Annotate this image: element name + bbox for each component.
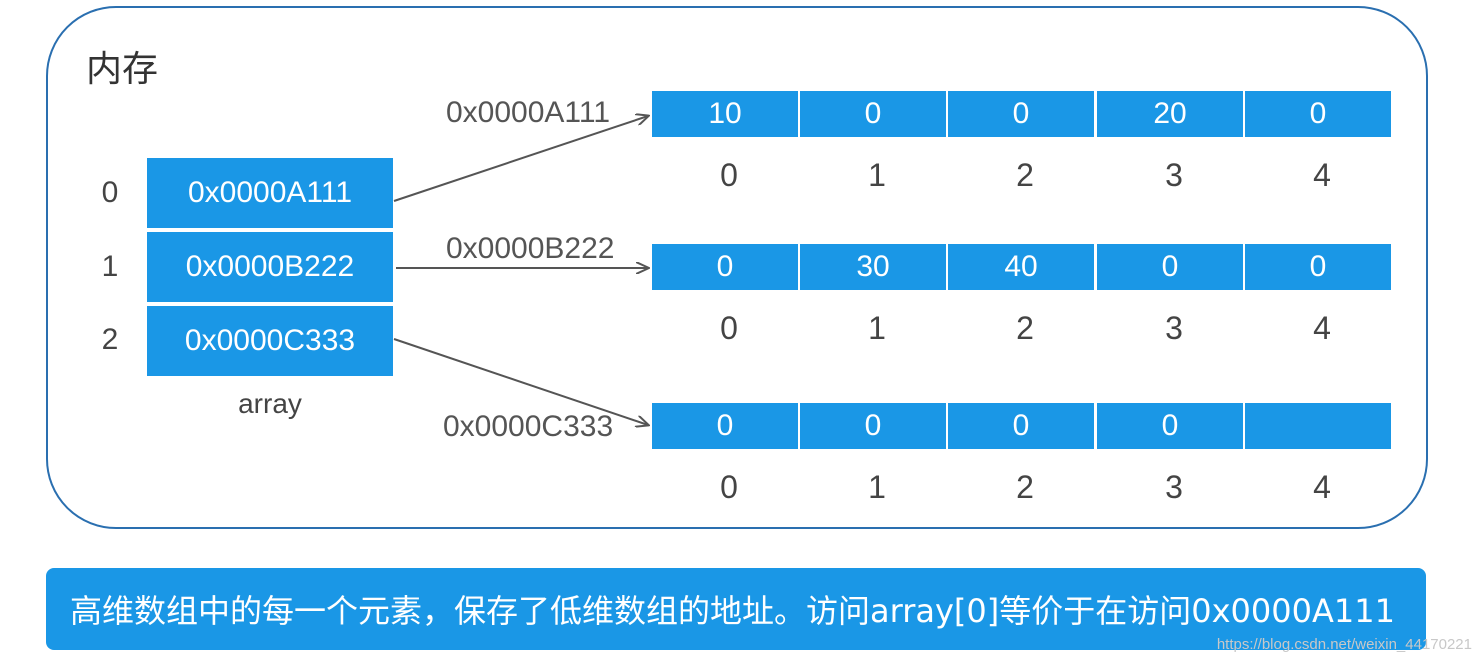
row-2-col-index-3: 3 [1165,469,1183,505]
row-1-cell-4: 0 [1245,244,1391,290]
row-1-cell-2: 40 [948,244,1094,290]
row-2-cell-1: 0 [800,403,946,449]
pointer-cell-value: 0x0000B222 [185,250,355,283]
arrow-row-0 [393,116,648,202]
pointer-cell-1: 0x0000B222 [147,232,393,302]
row-0-cell-4: 0 [1245,91,1391,137]
memory-frame [46,6,1428,529]
row-0-cell-2: 0 [948,91,1094,137]
row-2-cell-4 [1245,403,1391,449]
row-2-address: 0x0000C333 [443,410,614,443]
row-0-address: 0x0000A111 [446,96,611,129]
caption-text: 高维数组中的每一个元素，保存了低维数组的地址。访问array[0]等价于在访问0… [70,592,1395,630]
row-1-col-index-2: 2 [1016,310,1034,346]
watermark: https://blog.csdn.net/weixin_44170221 [1216,636,1472,653]
pointer-cell-value: 0x0000C333 [184,324,356,357]
row-0-cell-0: 10 [652,91,798,137]
memory-title: 内存 [86,49,159,90]
row-1-cell-0: 0 [652,244,798,290]
row-2-col-index-0: 0 [720,469,738,505]
row-0-cell-1: 0 [800,91,946,137]
pointer-cell-value: 0x0000A111 [187,176,353,209]
pointer-index-2: 2 [101,323,119,356]
row-1-col-index-3: 3 [1165,310,1183,346]
caption-box: 高维数组中的每一个元素，保存了低维数组的地址。访问array[0]等价于在访问0… [46,568,1426,650]
row-0-col-index-3: 3 [1165,157,1183,193]
row-0-cell-3: 20 [1097,91,1243,137]
row-2-col-index-4: 4 [1313,469,1331,505]
row-1-cell-1: 30 [800,244,946,290]
row-1-col-index-1: 1 [868,310,886,346]
row-0-col-index-2: 2 [1016,157,1034,193]
row-2-cell-2: 0 [948,403,1094,449]
row-2-col-index-2: 2 [1016,469,1034,505]
row-1-cell-3: 0 [1097,244,1243,290]
row-0-col-index-0: 0 [720,157,738,193]
array-name-label: array [238,388,302,419]
row-0-col-index-1: 1 [868,157,886,193]
row-1-col-index-4: 4 [1313,310,1331,346]
row-2-cell-3: 0 [1097,403,1243,449]
pointer-index-0: 0 [101,176,119,209]
arrow-row-2 [393,338,648,425]
row-1-col-index-0: 0 [720,310,738,346]
row-1-address: 0x0000B222 [446,232,615,265]
row-0-col-index-4: 4 [1313,157,1331,193]
pointer-cell-0: 0x0000A111 [147,158,393,228]
pointer-index-1: 1 [101,250,119,283]
pointer-cell-2: 0x0000C333 [147,306,393,376]
row-2-cell-0: 0 [652,403,798,449]
row-2-col-index-1: 1 [868,469,886,505]
